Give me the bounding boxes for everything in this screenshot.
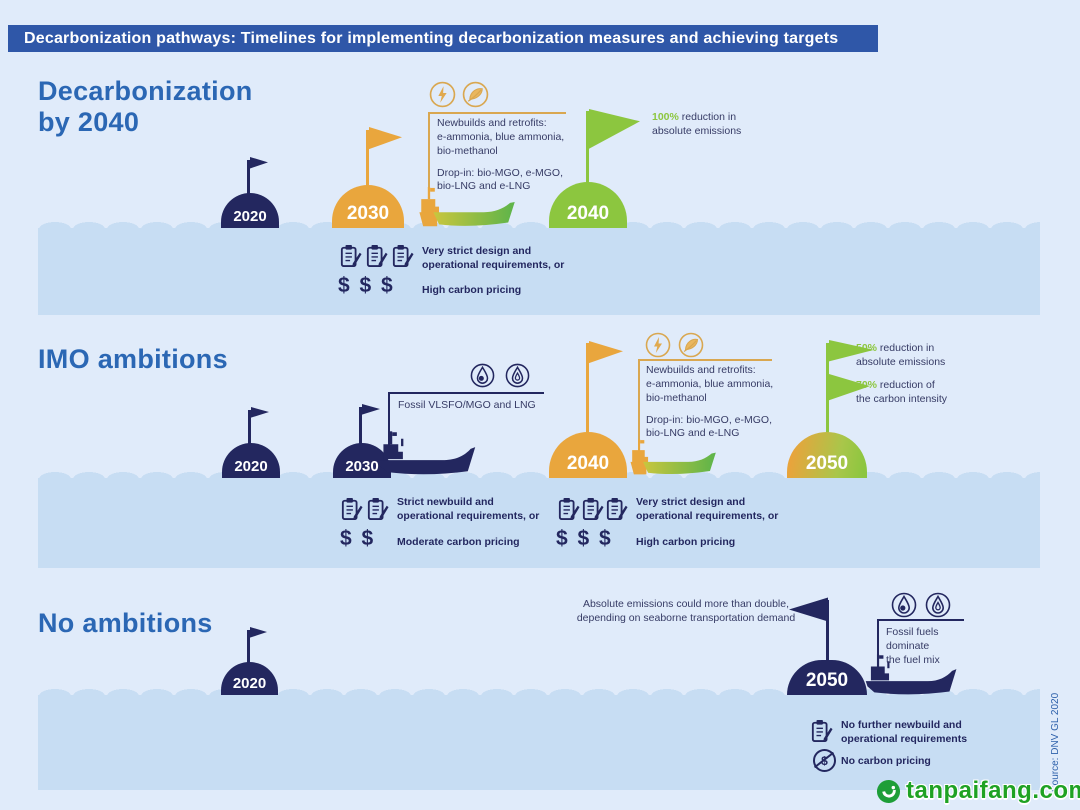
pricing-note: High carbon pricing — [636, 536, 736, 548]
alt-fuel-ship-icon — [630, 439, 716, 475]
requirements-note: Strict newbuild and operational requirem… — [397, 496, 540, 522]
flag-pole — [586, 111, 589, 185]
milestone-flag-icon — [589, 341, 623, 364]
section-heading-imo: IMO ambitions — [38, 344, 228, 374]
requirements-icon — [392, 245, 414, 267]
dollar-icons: $ $ — [340, 527, 376, 550]
watermark-text: tanpaifang.com — [906, 777, 1080, 804]
electricity-icon — [429, 81, 456, 108]
requirements-note: No further newbuild and operational requ… — [841, 719, 968, 745]
flag-pole — [586, 343, 589, 435]
milestone-year: 2030 — [345, 458, 379, 475]
watermark: tanpaifang.com — [876, 777, 1080, 805]
callout-line — [638, 359, 772, 361]
flag-pole — [826, 343, 829, 435]
page-title: Decarbonization pathways: Timelines for … — [24, 30, 839, 47]
callout-line — [428, 112, 566, 114]
fuel-note-imo: Newbuilds and retrofits: e-ammonia, blue… — [646, 364, 774, 440]
fuel-note-decarb2040: Newbuilds and retrofits: e-ammonia, blue… — [437, 117, 565, 193]
flag-pole — [359, 407, 362, 446]
flag-pole — [366, 130, 369, 188]
milestone-year: 2040 — [566, 453, 610, 474]
pricing-note: High carbon pricing — [422, 284, 522, 296]
flag-pole — [247, 160, 250, 196]
milestone-year: 2050 — [805, 453, 849, 474]
target-flag-icon — [589, 109, 640, 149]
water-band-decarb2040 — [38, 222, 1040, 315]
milestone-2020-buoy: 2020 — [221, 193, 279, 228]
alt-fuel-ship-icon — [419, 187, 515, 227]
dollar-icons: $ $ $ — [338, 274, 395, 297]
milestone-flag-icon — [369, 127, 402, 150]
requirements-note: Very strict design and operational requi… — [422, 245, 565, 271]
milestone-2040-buoy: 2040 — [549, 432, 627, 478]
target-percent: 70% — [856, 379, 878, 391]
callout-line — [388, 392, 390, 454]
requirements-icon — [341, 498, 363, 520]
section-heading-decarb2040: Decarbonization by 2040 — [38, 76, 253, 138]
section-heading-no-ambitions: No ambitions — [38, 608, 213, 638]
milestone-year: 2020 — [233, 208, 267, 225]
flag-pole — [247, 630, 250, 665]
callout-line — [877, 619, 964, 621]
milestone-flag-icon — [362, 404, 380, 415]
requirements-icon — [367, 498, 389, 520]
oil-drop-icon — [470, 363, 495, 388]
pricing-note: No carbon pricing — [841, 755, 931, 767]
milestone-2050-buoy: 2050 — [787, 432, 867, 478]
requirements-icon — [366, 245, 388, 267]
milestone-year: 2040 — [566, 203, 610, 224]
fossil-ship-icon — [377, 431, 476, 475]
water-band-no-ambitions — [38, 689, 1040, 790]
callout-line — [428, 112, 430, 192]
callout-line — [638, 359, 640, 451]
target-note-50pct: 50% reduction in absolute emissions — [856, 342, 946, 368]
target-percent: 100% — [652, 111, 679, 123]
watermark-logo-icon — [876, 779, 901, 803]
dollar-icons: $ $ $ — [556, 527, 613, 550]
water-band-imo — [38, 472, 1040, 568]
milestone-flag-icon — [250, 157, 268, 169]
fossil-ship-icon — [865, 654, 957, 695]
emissions-note: Absolute emissions could more than doubl… — [576, 598, 796, 624]
flag-pole — [248, 410, 251, 446]
milestone-2020-buoy: 2020 — [222, 443, 280, 478]
biofuel-icon — [678, 332, 704, 358]
title-bar: Decarbonization pathways: Timelines for … — [8, 25, 878, 52]
milestone-year: 2050 — [805, 670, 849, 691]
fossil-fuels-label: Fossil VLSFO/MGO and LNG — [398, 399, 536, 411]
flag-pole — [826, 600, 829, 663]
requirements-icon — [340, 245, 362, 267]
requirements-icon — [582, 498, 604, 520]
no-carbon-pricing-icon: $ — [813, 749, 836, 772]
milestone-2050-buoy: 2050 — [787, 660, 867, 695]
milestone-2030-buoy: 2030 — [332, 185, 404, 228]
target-note-70pct: 70% reduction of the carbon intensity — [856, 379, 948, 405]
milestone-year: 2020 — [234, 458, 268, 475]
requirements-icon — [558, 498, 580, 520]
requirements-icon — [811, 720, 833, 743]
callout-line — [388, 392, 544, 394]
electricity-icon — [645, 332, 671, 358]
gas-flame-icon — [925, 592, 951, 618]
target-note-100pct: 100% reduction in absolute emissions — [652, 111, 742, 137]
pricing-note: Moderate carbon pricing — [397, 536, 520, 548]
milestone-flag-icon — [251, 407, 269, 418]
requirements-icon — [606, 498, 628, 520]
callout-line — [877, 619, 879, 668]
milestone-2020-buoy: 2020 — [221, 662, 278, 695]
milestone-year: 2020 — [232, 675, 267, 692]
fossil-fuels-note: Fossil fuels dominate the fuel mix — [886, 626, 940, 666]
biofuel-icon — [462, 81, 489, 108]
requirements-note: Very strict design and operational requi… — [636, 496, 779, 522]
gas-flame-icon — [505, 363, 530, 388]
target-percent: 50% — [856, 342, 878, 354]
milestone-year: 2030 — [346, 203, 390, 224]
milestone-flag-icon — [250, 627, 267, 638]
oil-drop-icon — [891, 592, 917, 618]
